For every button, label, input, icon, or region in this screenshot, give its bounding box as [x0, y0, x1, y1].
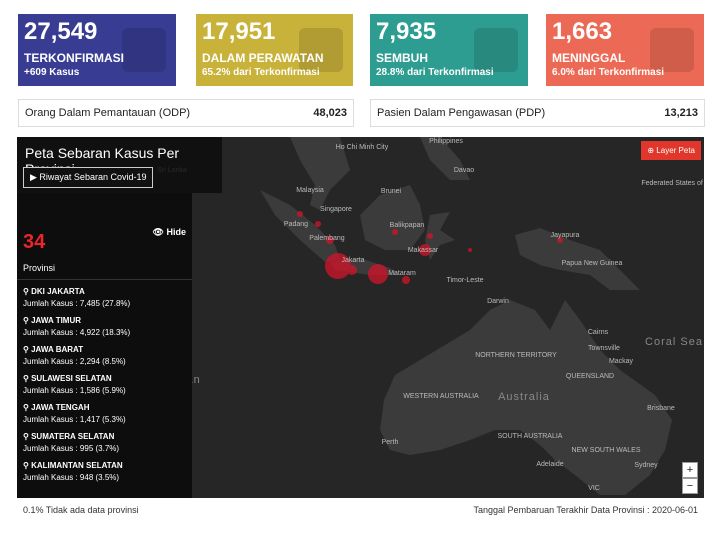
province-name: JAWA BARAT: [31, 345, 84, 354]
history-button[interactable]: ▶ Riwayat Sebaran Covid-19: [23, 167, 154, 188]
map-label: Coral Sea: [645, 336, 703, 348]
hide-button[interactable]: 👁 Hide: [152, 227, 186, 237]
button-label: Layer Peta: [656, 146, 695, 155]
map-label: VIC: [588, 485, 600, 492]
province-count-label: Provinsi: [23, 263, 56, 273]
icon: [650, 28, 694, 72]
footer-date: Tanggal Pembaruan Terakhir Data Provinsi…: [473, 505, 698, 515]
map-label: Balikpapan: [390, 222, 425, 229]
province-item[interactable]: ⚲ SULAWESI SELATAN Jumlah Kasus : 1,586 (…: [23, 374, 126, 395]
province-item[interactable]: ⚲ KALIMANTAN SELATAN Jumlah Kasus : 948 (…: [23, 461, 123, 482]
map-label: Mackay: [609, 358, 634, 365]
button-label: Hide: [166, 227, 186, 237]
map-label: Townsville: [588, 345, 620, 352]
land: [260, 137, 672, 495]
stat-value: 27,549: [24, 18, 98, 45]
summary-box: Orang Dalam Pemantauan (ODP) 48,023: [18, 99, 354, 127]
province-item[interactable]: ⚲ JAWA TIMUR Jumlah Kasus : 4,922 (18.3%): [23, 316, 131, 337]
map-label: Timor-Leste: [446, 277, 483, 284]
map-label: Brisbane: [647, 405, 675, 412]
map-label: Australia: [498, 391, 550, 403]
map-header: Peta Sebaran Kasus Per Provinsi ▶ Riwaya…: [17, 137, 222, 193]
province-item[interactable]: ⚲ DKI JAKARTA Jumlah Kasus : 7,485 (27.8%…: [23, 287, 131, 308]
summary-value: 13,213: [664, 107, 698, 119]
map-label: QUEENSLAND: [566, 373, 614, 380]
province-name: JAWA TIMUR: [31, 316, 82, 325]
button-label: Riwayat Sebaran Covid-19: [39, 172, 147, 182]
province-cases: Jumlah Kasus : 1,586 (5.9%): [23, 386, 126, 395]
map-label: NEW SOUTH WALES: [572, 447, 641, 454]
map-label: Perth: [382, 439, 399, 446]
province-cases: Jumlah Kasus : 2,294 (8.5%): [23, 357, 126, 366]
stat-sub: 65.2% dari Terkonfirmasi: [202, 67, 320, 78]
stat-value: 7,935: [376, 18, 437, 45]
map-label: Palembang: [309, 235, 345, 242]
stat-label: SEMBUH: [376, 51, 429, 65]
map-label: Philippines: [429, 138, 463, 145]
zoom-in[interactable]: +: [682, 462, 698, 478]
map-label: Makassar: [408, 247, 439, 254]
province-item[interactable]: ⚲ JAWA BARAT Jumlah Kasus : 2,294 (8.5%): [23, 345, 126, 366]
stat-value: 17,951: [202, 18, 276, 45]
stat-label: MENINGGAL: [552, 51, 626, 65]
province-cases: Jumlah Kasus : 1,417 (5.3%): [23, 415, 126, 424]
map-label: Brunei: [381, 188, 402, 195]
map-label: Padang: [284, 221, 308, 228]
map-label: Davao: [454, 167, 474, 174]
stat-sub: 28.8% dari Terkonfirmasi: [376, 67, 494, 78]
province-cases: Jumlah Kasus : 4,922 (18.3%): [23, 328, 131, 337]
map-label: Jakarta: [342, 257, 365, 264]
province-cases: Jumlah Kasus : 948 (3.5%): [23, 473, 120, 482]
province-name: SUMATERA SELATAN: [31, 432, 115, 441]
stat-card: 17,951 DALAM PERAWATAN 65.2% dari Terkonfi…: [196, 14, 353, 86]
province-item[interactable]: ⚲ SUMATERA SELATAN Jumlah Kasus : 995 (3.…: [23, 432, 120, 453]
province-cases: Jumlah Kasus : 995 (3.7%): [23, 444, 120, 453]
map-label: NORTHERN TERRITORY: [475, 352, 557, 359]
map-label: Jayapura: [551, 232, 580, 239]
stat-label: DALAM PERAWATAN: [202, 51, 324, 65]
province-name: SULAWESI SELATAN: [31, 374, 112, 383]
map-label: SOUTH AUSTRALIA: [498, 433, 563, 440]
stat-value: 1,663: [552, 18, 613, 45]
province-name: KALIMANTAN SELATAN: [31, 461, 123, 470]
zoom-out[interactable]: −: [682, 478, 698, 494]
summary-value: 48,023: [313, 107, 347, 119]
summary-label: Orang Dalam Pemantauan (ODP): [25, 107, 191, 119]
map-panel: Ho Chi Minh CityPhilippinesDavaoSri Lank…: [17, 137, 704, 522]
map-label: Singapore: [320, 206, 352, 213]
stat-card: 27,549 TERKONFIRMASI +609 Kasus: [18, 14, 176, 86]
province-cases: Jumlah Kasus : 7,485 (27.8%): [23, 299, 131, 308]
map-label: Sydney: [634, 462, 658, 469]
map-label: Cairns: [588, 329, 609, 336]
map-label: Federated States of Micronesia: [641, 180, 704, 187]
stat-sub: 6.0% dari Terkonfirmasi: [552, 67, 665, 78]
stat-label: TERKONFIRMASI: [24, 51, 124, 65]
map-label: Darwin: [487, 298, 509, 305]
map-label: WESTERN AUSTRALIA: [403, 393, 479, 400]
province-count: 34: [23, 231, 46, 253]
icon: [122, 28, 166, 72]
footer-note: 0.1% Tidak ada data provinsi: [23, 505, 139, 515]
map-label: Adelaide: [536, 461, 563, 468]
province-name: DKI JAKARTA: [31, 287, 85, 296]
stat-sub: +609 Kasus: [24, 67, 80, 78]
map-label: Malaysia: [296, 187, 324, 194]
province-panel: 👁 Hide 34 Provinsi ⚲ DKI JAKARTA Jumlah K…: [17, 193, 192, 498]
map-label: Papua New Guinea: [562, 260, 623, 267]
province-name: JAWA TENGAH: [31, 403, 90, 412]
summary-box: Pasien Dalam Pengawasan (PDP) 13,213: [370, 99, 705, 127]
summary-label: Pasien Dalam Pengawasan (PDP): [377, 107, 546, 119]
province-item[interactable]: ⚲ JAWA TENGAH Jumlah Kasus : 1,417 (5.3%): [23, 403, 126, 424]
map-label: Mataram: [388, 270, 416, 277]
map-label: Ho Chi Minh City: [336, 144, 389, 151]
map-footer: 0.1% Tidak ada data provinsi Tanggal Pem…: [17, 498, 704, 522]
icon: [474, 28, 518, 72]
layer-button[interactable]: ⊕ Layer Peta: [641, 141, 701, 160]
stat-card: 7,935 SEMBUH 28.8% dari Terkonfirmasi: [370, 14, 528, 86]
stat-card: 1,663 MENINGGAL 6.0% dari Terkonfirmasi: [546, 14, 704, 86]
icon: [299, 28, 343, 72]
